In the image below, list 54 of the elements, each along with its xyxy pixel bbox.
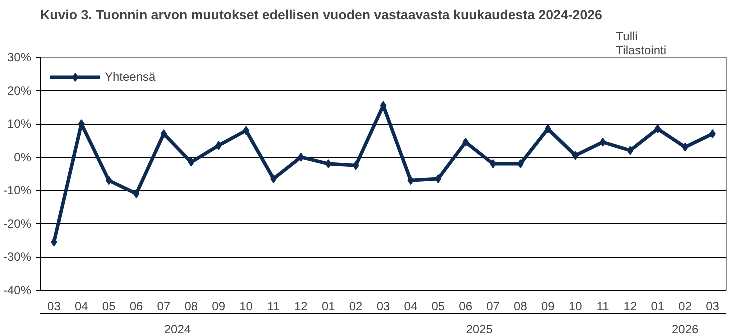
point [216,141,222,150]
x-tick-label: 05 [102,300,116,314]
x-tick-label: 08 [184,300,198,314]
point [682,142,689,152]
y-tick-label: -30% [3,250,32,264]
x-tick-label: 07 [157,300,171,314]
x-tick-label: 02 [678,300,692,314]
annotation: Tulli Tilastointi [616,30,667,58]
x-tick-label: 11 [596,300,610,314]
y-tick-label: 30% [7,50,32,64]
x-tick-label: 04 [404,300,418,314]
x-tick-label: 09 [212,300,226,314]
point [408,176,414,186]
x-tick-label: 05 [432,300,446,314]
x-tick-label: 07 [486,300,500,314]
x-tick-label: 03 [706,300,720,314]
x-tick-label: 06 [459,300,473,314]
point [435,174,442,184]
x-tick-label: 06 [130,300,144,314]
x-tick-label: 04 [74,300,89,314]
x-tick-label: 03 [376,300,390,314]
y-tick-label: -10% [3,184,32,198]
x-tick-label: 12 [294,300,308,314]
point [654,124,662,134]
text: 2026 [672,322,700,336]
chart-title: Kuvio 3. Tuonnin arvon muutokset edellisen vuoden vastaavasta kuukaudesta 2024-2026 [40,8,602,22]
point [106,176,112,186]
point [544,124,552,134]
x-tick-label: 11 [268,300,280,314]
y-tick-label: 20% [7,84,32,98]
x-tick-label: 10 [240,300,254,314]
y-tick-label: -20% [3,216,32,231]
point [600,138,606,147]
x-tick-label: 01 [651,300,665,314]
x-tick-label: 08 [514,300,528,314]
point [352,161,360,170]
x-tick-label: 10 [568,300,583,314]
y-tick-label: 0% [14,150,32,164]
y-tick-label: 10% [7,117,32,132]
point [133,189,140,198]
point [572,151,579,160]
x-tick-label: 02 [349,300,364,314]
x-tick-label: 03 [48,300,62,314]
point [188,158,195,167]
point [627,146,634,156]
x-tick-label: 09 [541,300,556,314]
point [325,160,332,169]
x-tick-label: 01 [322,300,336,314]
text: 2024 [164,322,192,336]
x-tick-label: 12 [624,300,638,314]
legend-label: Yhteensä [105,70,156,84]
text: 2025 [466,322,494,336]
point [160,130,168,139]
y-tick-label: -40% [3,284,32,298]
